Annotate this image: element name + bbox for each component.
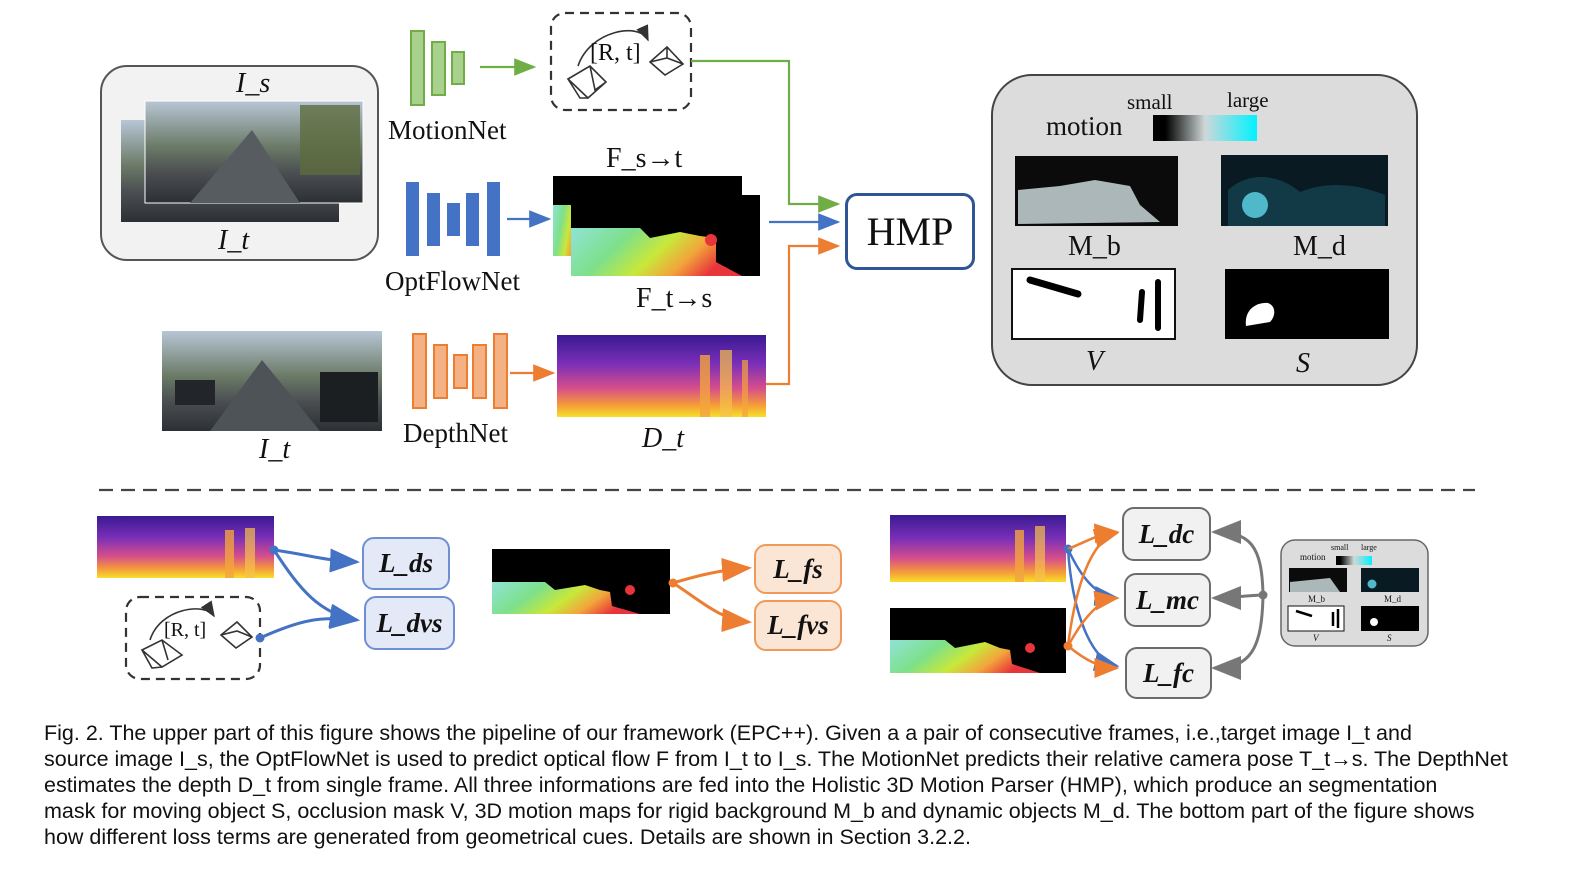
label-target-image-stack: I_t — [218, 225, 250, 256]
depthnet-layer-5 — [493, 333, 508, 409]
caption-line-5: how different loss terms are generated f… — [44, 825, 971, 849]
camera-icon-right — [648, 45, 685, 76]
motion-colorbar — [1153, 115, 1257, 141]
loss-fs: L_fs — [754, 544, 842, 594]
motionnet-layer-2 — [431, 41, 446, 96]
mini-label-large: large — [1361, 543, 1377, 552]
loss-dc: L_dc — [1122, 507, 1211, 561]
label-flow-s-to-t: F_s→t — [606, 143, 683, 174]
hmp-label: HMP — [866, 209, 954, 254]
loss-fc: L_fc — [1125, 647, 1212, 699]
depth-image — [557, 335, 766, 417]
loss-mc: L_mc — [1124, 573, 1211, 627]
depthnet-layer-3 — [453, 354, 468, 389]
caption-line-3: estimates the depth D_t from single fram… — [44, 773, 1438, 797]
label-bottom-pose: [R, t] — [164, 619, 207, 641]
caption-line-1: Fig. 2. The upper part of this figure sh… — [44, 721, 1412, 745]
optflownet-layer-2 — [427, 193, 440, 246]
bottom-depth-image — [97, 516, 274, 578]
figure-caption: Fig. 2. The upper part of this figure sh… — [44, 720, 1528, 850]
caption-line-2: source image I_s, the OptFlowNet is used… — [44, 747, 1508, 771]
loss-fvs: L_fvs — [754, 600, 842, 651]
label-md: M_d — [1293, 231, 1346, 262]
mini-label-small: small — [1331, 543, 1349, 552]
mini-label-md: M_d — [1384, 594, 1402, 604]
mini-label-mb: M_b — [1308, 594, 1326, 604]
label-source-image: I_s — [236, 68, 271, 99]
label-s: S — [1296, 348, 1310, 379]
s-map — [1225, 269, 1389, 339]
bottom-camera-icon-left — [140, 639, 184, 669]
diagram-canvas — [97, 11, 1475, 681]
optflownet-layer-1 — [406, 182, 419, 256]
motionnet-layer-3 — [451, 51, 465, 85]
loss-ds: L_ds — [362, 537, 450, 590]
optflownet-layer-4 — [466, 193, 479, 246]
label-small: small — [1127, 90, 1173, 114]
mini-motion-colorbar — [1336, 556, 1372, 565]
mini-label-motion: motion — [1300, 552, 1326, 562]
label-pose: [R, t] — [590, 40, 641, 66]
mini-s-map — [1361, 606, 1419, 631]
label-v: V — [1086, 346, 1104, 377]
hmp-module: HMP — [845, 193, 975, 270]
depthnet-layer-4 — [472, 344, 487, 399]
label-motionnet: MotionNet — [388, 115, 507, 145]
mini-label-v: V — [1313, 633, 1319, 643]
label-depthnet: DepthNet — [403, 418, 508, 448]
label-motion: motion — [1046, 111, 1123, 141]
loss-dvs: L_dvs — [364, 596, 455, 650]
mini-label-s: S — [1387, 633, 1392, 643]
depthnet-layer-1 — [412, 333, 427, 409]
label-depth: D_t — [642, 423, 684, 454]
camera-icon-left — [566, 64, 608, 100]
optflownet-layer-5 — [487, 182, 500, 256]
label-target-image: I_t — [259, 434, 291, 465]
label-optflownet: OptFlowNet — [385, 266, 520, 296]
optflownet-layer-3 — [447, 203, 460, 236]
depthnet-layer-2 — [433, 344, 448, 399]
label-flow-t-to-s: F_t→s — [636, 283, 713, 314]
mini-v-map — [1287, 605, 1345, 632]
label-mb: M_b — [1068, 231, 1121, 262]
motionnet-layer-1 — [410, 30, 425, 106]
bottom-camera-icon-right — [219, 620, 254, 650]
caption-line-4: mask for moving object S, occlusion mask… — [44, 799, 1475, 823]
label-large: large — [1227, 88, 1269, 112]
mini-md-map — [1361, 568, 1419, 592]
